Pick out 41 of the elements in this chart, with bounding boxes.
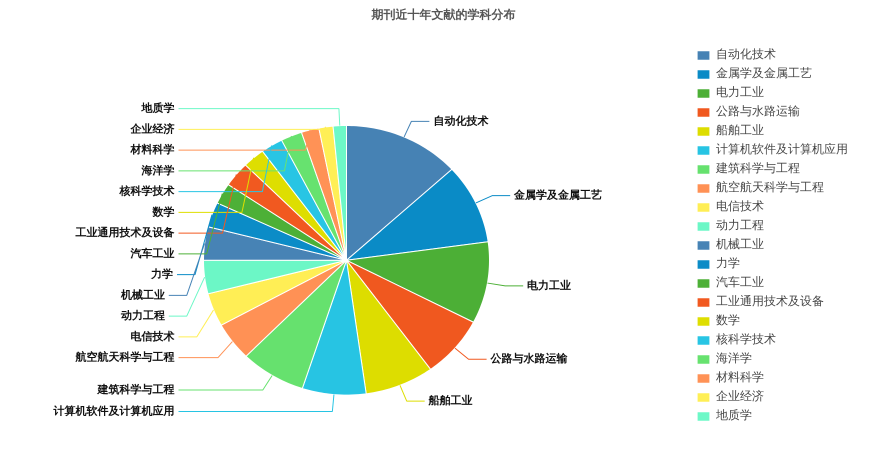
legend-label: 机械工业 xyxy=(716,236,764,253)
slice-label: 机械工业 xyxy=(120,288,165,302)
slice-label: 电力工业 xyxy=(527,278,572,292)
legend-label: 电信技术 xyxy=(716,198,764,215)
slice-label: 海洋学 xyxy=(140,164,174,177)
slice-label: 数学 xyxy=(152,205,174,218)
legend-label: 地质学 xyxy=(716,407,752,424)
slice-label: 计算机软件及计算机应用 xyxy=(52,404,174,418)
slice-label: 建筑科学与工程 xyxy=(96,382,174,396)
chart-title: 期刊近十年文献的学科分布 xyxy=(370,8,516,22)
slice-label: 公路与水路运输 xyxy=(490,352,569,366)
legend-label: 自动化技术 xyxy=(716,46,776,63)
slice-label: 企业经济 xyxy=(130,122,174,136)
legend-label: 力学 xyxy=(716,255,740,272)
legend-label: 动力工程 xyxy=(716,217,764,234)
legend-label: 数学 xyxy=(716,312,740,329)
legend-label: 企业经济 xyxy=(716,388,764,405)
slice-label: 核科学技术 xyxy=(118,184,174,198)
slice-label: 电信技术 xyxy=(130,330,174,343)
legend-label: 船舶工业 xyxy=(716,122,764,139)
slice-label: 材料科学 xyxy=(130,143,174,156)
slice-label: 工业通用技术及设备 xyxy=(74,226,174,240)
legend-label: 汽车工业 xyxy=(716,274,764,291)
legend-label: 公路与水路运输 xyxy=(716,103,800,120)
slice-label: 航空航天科学与工程 xyxy=(74,350,174,364)
legend-label: 材料科学 xyxy=(716,369,764,386)
slice-label: 金属学及金属工艺 xyxy=(513,188,602,202)
legend-label: 建筑科学与工程 xyxy=(716,160,800,177)
legend-label: 核科学技术 xyxy=(716,331,776,348)
slice-label: 力学 xyxy=(150,268,174,281)
legend-label: 工业通用技术及设备 xyxy=(716,293,824,310)
slice-label: 汽车工业 xyxy=(130,246,174,260)
legend-label: 海洋学 xyxy=(716,350,752,367)
legend-label: 金属学及金属工艺 xyxy=(716,65,812,82)
legend-label: 计算机软件及计算机应用 xyxy=(716,141,848,158)
slice-label: 自动化技术 xyxy=(433,114,488,128)
slice-label: 船舶工业 xyxy=(428,394,473,408)
legend-label: 电力工业 xyxy=(716,84,764,101)
slice-label: 动力工程 xyxy=(120,309,165,322)
slice-label: 地质学 xyxy=(140,102,174,115)
legend-label: 航空航天科学与工程 xyxy=(716,179,824,196)
